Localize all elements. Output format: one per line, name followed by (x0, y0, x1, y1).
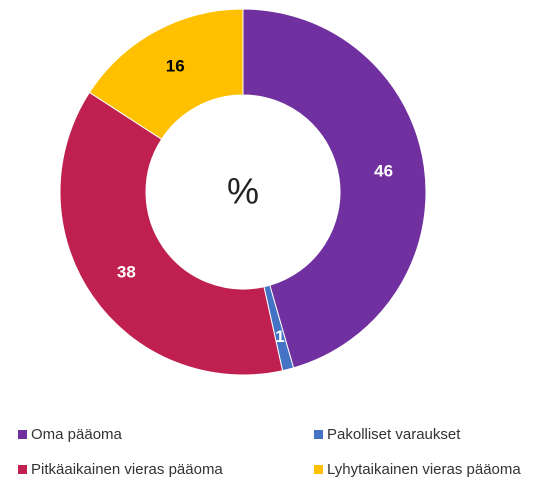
donut-slice (88, 8, 244, 140)
legend-swatch (18, 465, 27, 474)
legend-swatch (314, 465, 323, 474)
legend-label: Pakolliset varaukset (327, 426, 461, 443)
data-label: 1 (275, 327, 284, 346)
data-label: 38 (117, 262, 136, 281)
data-label: 16 (166, 57, 185, 76)
legend-label: Pitkäaikainen vieras pääoma (31, 461, 223, 478)
donut-slice (242, 8, 427, 369)
legend-swatch (314, 430, 323, 439)
data-label: 46 (374, 162, 393, 181)
legend-label: Oma pääoma (31, 426, 123, 443)
legend-label: Lyhytaikainen vieras pääoma (327, 461, 521, 478)
donut-slice (59, 91, 284, 376)
center-label: % (227, 171, 259, 212)
legend-swatch (18, 430, 27, 439)
